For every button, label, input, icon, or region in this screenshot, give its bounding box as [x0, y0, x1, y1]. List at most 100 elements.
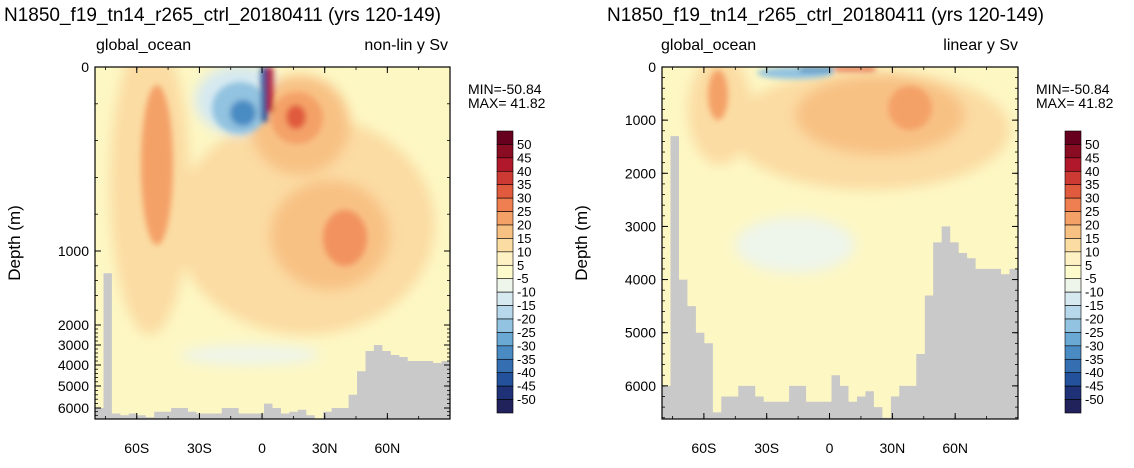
colorbar-label: 50	[517, 137, 531, 152]
colorbar-swatch	[1064, 345, 1082, 360]
colorbar-label: 5	[1085, 258, 1092, 273]
colorbar-right: 5045403530252015105-5-10-15-20-25-30-35-…	[1064, 130, 1104, 414]
colorbar-label: -10	[1085, 285, 1104, 300]
colorbar-label: 30	[1085, 191, 1099, 206]
panel-right-min: MIN=-50.84	[1036, 81, 1110, 97]
colorbar-label: -15	[1085, 298, 1104, 313]
y-tick-label: 5000	[625, 325, 656, 341]
contour-orange-outer	[795, 75, 965, 155]
colorbar-label: -5	[517, 271, 529, 286]
colorbar-label: 40	[517, 164, 531, 179]
colorbar-label: -45	[1085, 379, 1104, 394]
x-tick-label: 60S	[691, 440, 716, 456]
colorbar-swatch	[496, 318, 514, 333]
colorbar-label: -15	[517, 298, 536, 313]
colorbar-left: 5045403530252015105-5-10-15-20-25-30-35-…	[496, 130, 536, 414]
colorbar-swatch	[1064, 197, 1082, 212]
colorbar-label: 10	[517, 244, 531, 259]
colorbar-label: -35	[1085, 352, 1104, 367]
colorbar-swatch	[1064, 264, 1082, 280]
contour-equator-red	[267, 67, 273, 112]
panel-left: N1850_f19_tn14_r265_ctrl_20180411 (yrs 1…	[4, 5, 546, 456]
colorbar-label: -20	[1085, 312, 1104, 327]
colorbar-label: 20	[517, 218, 531, 233]
colorbar-swatch	[1064, 385, 1082, 400]
colorbar-swatch	[496, 358, 514, 374]
x-tick-label: 30N	[880, 440, 906, 456]
panel-right-subtitle-left: global_ocean	[661, 37, 756, 54]
panel-left-title: N1850_f19_tn14_r265_ctrl_20180411 (yrs 1…	[4, 5, 441, 26]
panel-left-field	[95, 67, 450, 419]
panel-right-title: N1850_f19_tn14_r265_ctrl_20180411 (yrs 1…	[607, 5, 1044, 26]
colorbar-swatch	[496, 130, 514, 145]
colorbar-swatch	[1064, 358, 1082, 374]
contour-south-core	[141, 85, 173, 245]
y-tick-label: 0	[81, 59, 89, 75]
contour-abyssal-blue	[180, 345, 320, 365]
x-tick-label: 0	[258, 440, 266, 456]
x-tick-label: 60N	[942, 440, 968, 456]
colorbar-swatch	[496, 197, 514, 212]
colorbar-swatch	[496, 264, 514, 280]
panel-right: N1850_f19_tn14_r265_ctrl_20180411 (yrs 1…	[572, 5, 1114, 456]
y-tick-label: 2000	[58, 317, 89, 333]
colorbar-label: -20	[517, 312, 536, 327]
colorbar-label: -35	[517, 352, 536, 367]
colorbar-label: -45	[517, 379, 536, 394]
panel-left-subtitle-left: global_ocean	[96, 37, 191, 54]
y-tick-label: 5000	[58, 378, 89, 394]
colorbar-swatch	[496, 211, 514, 226]
colorbar-label: 50	[1085, 137, 1099, 152]
contour-equator-blue	[800, 67, 833, 72]
contour-deep-core	[323, 210, 367, 266]
colorbar-label: 45	[1085, 150, 1099, 165]
panel-left-ticks: 0 1000 2000 3000 4000 5000 6000 60S 30S 0 30N 60N	[58, 59, 451, 456]
colorbar-swatch	[496, 372, 514, 387]
colorbar-swatch	[1064, 130, 1082, 145]
y-tick-label: 6000	[58, 400, 89, 416]
colorbar-swatch	[496, 144, 514, 159]
panel-right-ticks: 0 1000 2000 3000 4000 5000 6000 60S 30S 0 30N 60N	[625, 59, 1019, 456]
colorbar-swatch	[1064, 372, 1082, 387]
contour-equator-blue	[261, 67, 268, 122]
colorbar-swatch	[496, 332, 514, 347]
y-tick-label: 3000	[625, 218, 656, 234]
panel-left-min: MIN=-50.84	[468, 81, 542, 97]
x-tick-label: 30N	[312, 440, 338, 456]
colorbar-swatch	[1064, 157, 1082, 172]
colorbar-swatch	[496, 278, 514, 293]
colorbar-label: -40	[1085, 365, 1104, 380]
colorbar-label: -5	[1085, 271, 1097, 286]
colorbar-label: 5	[517, 258, 524, 273]
contour-equator-red	[835, 67, 875, 71]
colorbar-swatch	[496, 345, 514, 360]
colorbar-label: 30	[517, 191, 531, 206]
colorbar-label: -10	[517, 285, 536, 300]
colorbar-label: 20	[1085, 218, 1099, 233]
colorbar-swatch	[1064, 144, 1082, 159]
colorbar-label: 45	[517, 150, 531, 165]
panel-right-frame	[661, 66, 1019, 420]
colorbar-swatch	[496, 291, 514, 306]
contour-deep-core	[888, 86, 932, 130]
y-tick-label: 3000	[58, 337, 89, 353]
colorbar-swatch	[1064, 318, 1082, 333]
colorbar-label: 10	[1085, 244, 1099, 259]
panel-right-max: MAX= 41.82	[1036, 95, 1114, 111]
colorbar-label: -50	[1085, 392, 1104, 407]
colorbar-swatch	[1064, 184, 1082, 199]
colorbar-swatch	[1064, 224, 1082, 239]
colorbar-swatch	[1064, 170, 1082, 186]
panel-right-field	[662, 67, 1018, 419]
colorbar-swatch	[496, 251, 514, 266]
colorbar-swatch	[496, 399, 514, 414]
colorbar-swatch	[496, 224, 514, 239]
panel-left-frame	[94, 66, 451, 420]
colorbar-swatch	[1064, 238, 1082, 253]
y-tick-label: 4000	[58, 357, 89, 373]
colorbar-label: -30	[517, 338, 536, 353]
y-tick-label: 2000	[625, 165, 656, 181]
colorbar-label: -25	[517, 325, 536, 340]
colorbar-label: 15	[517, 231, 531, 246]
colorbar-label: 35	[517, 177, 531, 192]
